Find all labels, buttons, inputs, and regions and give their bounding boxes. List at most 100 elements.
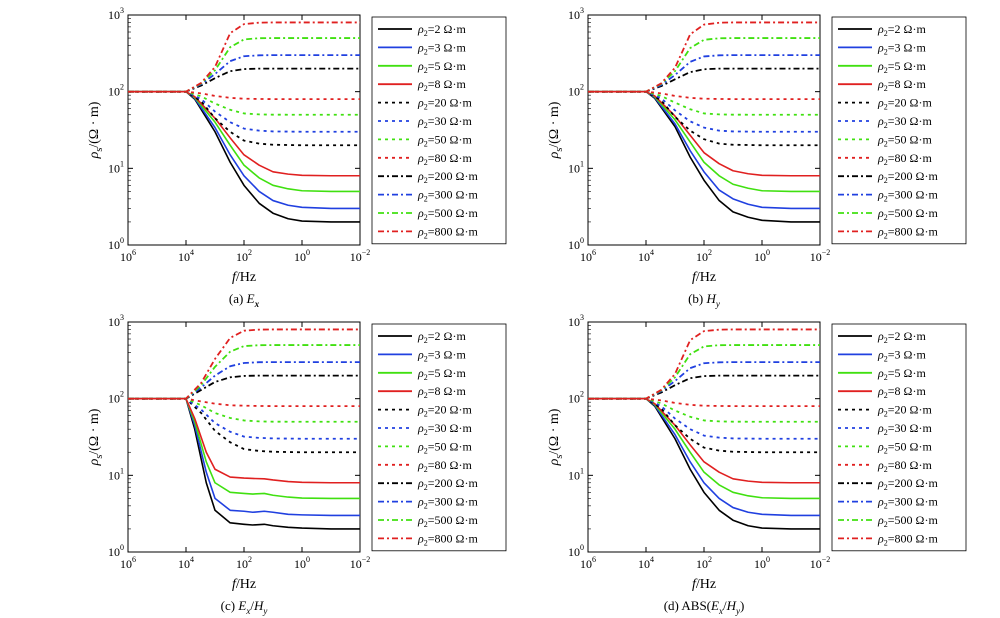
legend-entry: ρ2=20 Ω·m bbox=[877, 96, 932, 112]
chart-b: 106 104 102 100 10−2 100 101 102 103 f/Hz ρs/(Ω · … bbox=[547, 6, 967, 309]
legend-entry: ρ2=200 Ω·m bbox=[877, 169, 938, 185]
series-line-80 bbox=[128, 397, 360, 407]
legend-entry: ρ2=500 Ω·m bbox=[417, 513, 478, 529]
legend-entry: ρ2=800 Ω·m bbox=[877, 531, 938, 547]
legend-entry: ρ2=300 Ω·m bbox=[877, 495, 938, 511]
series-line-200 bbox=[588, 67, 820, 93]
legend-entry: ρ2=5 Ω·m bbox=[417, 59, 466, 75]
series-line-2 bbox=[588, 90, 820, 223]
x-tick-label: 104 bbox=[638, 248, 654, 264]
legend-entry: ρ2=30 Ω·m bbox=[877, 421, 932, 437]
series-line-2 bbox=[128, 90, 360, 223]
legend-entry: ρ2=5 Ω·m bbox=[417, 366, 466, 382]
x-tick-label: 100 bbox=[754, 248, 770, 264]
legend-box bbox=[371, 323, 507, 552]
legend-entry: ρ2=50 Ω·m bbox=[417, 132, 472, 148]
y-tick-label: 103 bbox=[568, 313, 584, 329]
series-group bbox=[588, 328, 820, 530]
legend-entry: ρ2=800 Ω·m bbox=[877, 224, 938, 240]
series-line-500 bbox=[588, 37, 820, 93]
legend-entry: ρ2=300 Ω·m bbox=[417, 188, 478, 204]
series-line-8 bbox=[588, 397, 820, 484]
series-line-500 bbox=[128, 344, 360, 400]
legend-entry: ρ2=80 Ω·m bbox=[877, 458, 932, 474]
legend-entry: ρ2=20 Ω·m bbox=[877, 403, 932, 419]
legend-entry: ρ2=500 Ω·m bbox=[417, 206, 478, 222]
legend-entry: ρ2=3 Ω·m bbox=[417, 40, 466, 56]
x-axis-label: f/Hz bbox=[232, 270, 256, 285]
y-tick-label: 102 bbox=[108, 83, 124, 99]
chart-c: 106 104 102 100 10−2 100 101 102 103 f/Hz ρs/(Ω · … bbox=[87, 313, 507, 616]
series-line-80 bbox=[588, 90, 820, 100]
series-line-300 bbox=[128, 54, 360, 93]
legend-box bbox=[831, 16, 967, 245]
legend-entry: ρ2=80 Ω·m bbox=[417, 458, 472, 474]
y-tick-label: 102 bbox=[568, 390, 584, 406]
chart-a: 106 104 102 100 10−2 100 101 102 103 f/Hz ρs/(Ω · … bbox=[87, 6, 507, 309]
legend-entry: ρ2=80 Ω·m bbox=[417, 151, 472, 167]
legend-entry: ρ2=300 Ω·m bbox=[877, 188, 938, 204]
y-axis-label: ρs/(Ω · m) bbox=[87, 101, 105, 159]
series-line-500 bbox=[128, 37, 360, 93]
series-line-30 bbox=[588, 397, 820, 440]
legend-entry: ρ2=200 Ω·m bbox=[417, 169, 478, 185]
series-line-300 bbox=[588, 54, 820, 93]
legend-entry: ρ2=800 Ω·m bbox=[417, 531, 478, 547]
legend-entry: ρ2=5 Ω·m bbox=[877, 366, 926, 382]
x-tick-label: 102 bbox=[236, 555, 252, 571]
plot-frame bbox=[587, 321, 821, 553]
chart-panel-b: 106 104 102 100 10−2 100 101 102 103 f/Hz ρs/(Ω · … bbox=[540, 0, 1000, 309]
x-tick-label: 10−2 bbox=[810, 555, 831, 571]
y-axis-label: ρs/(Ω · m) bbox=[547, 408, 565, 466]
legend-entry: ρ2=800 Ω·m bbox=[417, 224, 478, 240]
x-tick-label: 106 bbox=[120, 248, 136, 264]
legend-entry: ρ2=5 Ω·m bbox=[877, 59, 926, 75]
y-tick-label: 102 bbox=[108, 390, 124, 406]
series-line-50 bbox=[128, 397, 360, 423]
series-line-300 bbox=[588, 361, 820, 400]
y-tick-label: 101 bbox=[108, 466, 124, 482]
legend-entry: ρ2=20 Ω·m bbox=[417, 96, 472, 112]
x-axis-label: f/Hz bbox=[232, 577, 256, 592]
x-tick-label: 102 bbox=[236, 248, 252, 264]
legend-entry: ρ2=200 Ω·m bbox=[877, 476, 938, 492]
legend-entry: ρ2=8 Ω·m bbox=[877, 384, 926, 400]
series-line-20 bbox=[128, 397, 360, 454]
legend-entry: ρ2=30 Ω·m bbox=[417, 114, 472, 130]
y-axis-label: ρs/(Ω · m) bbox=[547, 101, 565, 159]
x-tick-label: 102 bbox=[696, 248, 712, 264]
series-line-50 bbox=[588, 90, 820, 116]
y-tick-label: 101 bbox=[568, 466, 584, 482]
plot-frame bbox=[127, 14, 361, 246]
x-tick-label: 10−2 bbox=[810, 248, 831, 264]
x-tick-label: 102 bbox=[696, 555, 712, 571]
x-tick-label: 106 bbox=[580, 555, 596, 571]
legend-entry: ρ2=50 Ω·m bbox=[877, 439, 932, 455]
chart-panel-c: 106 104 102 100 10−2 100 101 102 103 f/Hz ρs/(Ω · … bbox=[80, 307, 540, 616]
chart-caption: (b) Hy bbox=[688, 291, 720, 309]
y-tick-label: 100 bbox=[108, 543, 124, 559]
series-line-80 bbox=[128, 90, 360, 100]
y-axis-label: ρs/(Ω · m) bbox=[87, 408, 105, 466]
series-group bbox=[128, 21, 360, 223]
legend-entry: ρ2=3 Ω·m bbox=[877, 347, 926, 363]
legend-entry: ρ2=300 Ω·m bbox=[417, 495, 478, 511]
series-line-200 bbox=[128, 374, 360, 400]
series-line-2 bbox=[128, 397, 360, 530]
y-tick-label: 103 bbox=[108, 6, 124, 22]
series-line-800 bbox=[128, 328, 360, 400]
y-tick-label: 102 bbox=[568, 83, 584, 99]
y-tick-label: 100 bbox=[568, 543, 584, 559]
x-tick-label: 10−2 bbox=[350, 248, 371, 264]
legend-entry: ρ2=50 Ω·m bbox=[877, 132, 932, 148]
chart-caption: (a) Ex bbox=[229, 291, 260, 309]
series-line-30 bbox=[128, 397, 360, 440]
series-line-300 bbox=[128, 361, 360, 400]
y-tick-label: 101 bbox=[568, 159, 584, 175]
x-tick-label: 10−2 bbox=[350, 555, 371, 571]
x-axis-label: f/Hz bbox=[692, 577, 716, 592]
x-tick-label: 104 bbox=[178, 248, 194, 264]
y-tick-label: 103 bbox=[568, 6, 584, 22]
series-line-30 bbox=[588, 90, 820, 133]
x-tick-label: 100 bbox=[294, 248, 310, 264]
